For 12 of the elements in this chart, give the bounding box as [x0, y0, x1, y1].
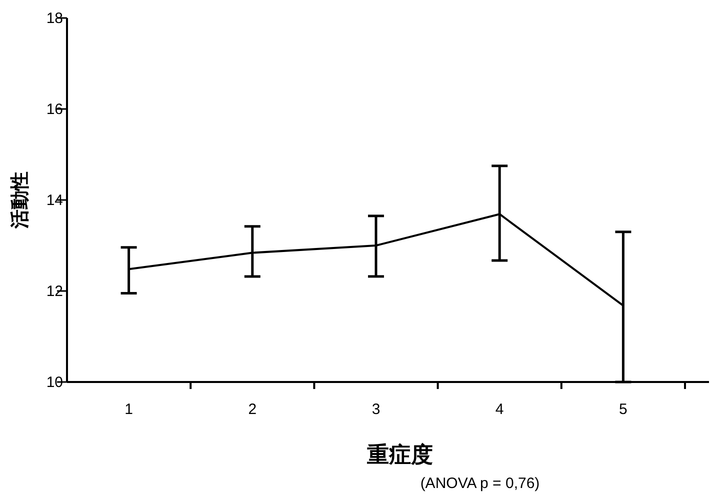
y-tick-label: 10 [46, 374, 63, 391]
text: (ANOVA p = 0,76) [420, 475, 540, 492]
x-tick-label: 3 [372, 401, 380, 418]
x-tick-label: 5 [619, 401, 628, 418]
x-tick-label: 2 [248, 401, 257, 418]
x-tick-label: 4 [495, 401, 504, 418]
y-tick-label: 14 [46, 192, 63, 209]
y-tick-label: 16 [46, 101, 63, 118]
y-axis-title: 活動性 [10, 172, 31, 230]
x-tick-label: 1 [124, 401, 133, 418]
x-axis-title: 重症度 [366, 442, 433, 467]
y-tick-label: 12 [46, 283, 63, 300]
